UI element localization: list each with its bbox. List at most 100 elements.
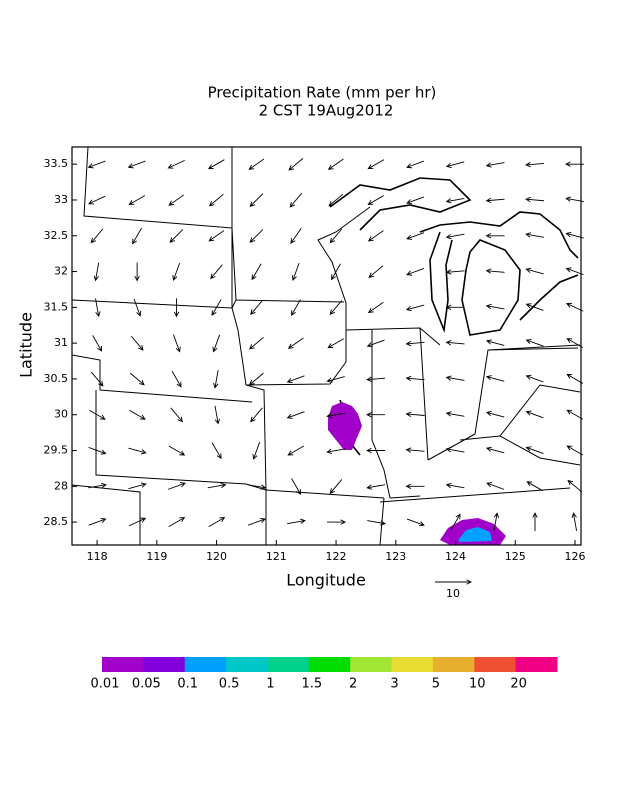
wind-vector <box>525 232 544 238</box>
wind-vector <box>367 520 386 526</box>
x-tick-label: 126 <box>565 550 586 563</box>
wind-vector <box>92 335 103 352</box>
wind-vector <box>211 299 222 316</box>
wind-vector <box>566 373 584 384</box>
wind-vector <box>565 196 584 202</box>
wind-vector <box>129 372 145 386</box>
colorbar-label: 5 <box>432 677 440 692</box>
wind-vector <box>133 298 142 317</box>
wind-vector <box>525 446 544 455</box>
wind-vector <box>329 228 343 244</box>
wind-vector <box>93 262 100 282</box>
wind-vector <box>130 335 144 351</box>
wind-vector <box>290 228 302 244</box>
x-tick-label: 118 <box>87 550 108 563</box>
wind-vector <box>525 267 544 275</box>
y-tick-label: 28.5 <box>44 515 69 528</box>
wind-vector <box>485 233 505 239</box>
reference-vector <box>435 579 472 585</box>
state-borders <box>71 146 581 546</box>
colorbar-label: 1.5 <box>301 677 322 692</box>
precip-area <box>328 402 362 450</box>
wind-vector <box>405 340 425 347</box>
wind-vector <box>169 229 184 243</box>
wind-vector <box>532 512 538 532</box>
wind-vector <box>405 304 425 312</box>
wind-vector <box>286 375 305 384</box>
wind-vector <box>250 300 263 315</box>
wind-vector <box>485 268 505 274</box>
wind-vector <box>134 262 140 282</box>
wind-vector <box>571 512 578 532</box>
wind-vector <box>485 410 505 418</box>
wind-vector <box>329 300 343 315</box>
wind-vector <box>567 479 583 493</box>
wind-vector <box>289 192 303 208</box>
wind-vector <box>214 405 221 425</box>
wind-vector <box>565 302 584 312</box>
x-tick-label: 125 <box>505 550 526 563</box>
wind-vector <box>286 411 305 419</box>
wind-vector <box>327 519 347 525</box>
wind-vector <box>173 334 181 353</box>
wind-vector <box>445 161 465 168</box>
wind-vector <box>445 269 465 275</box>
wind-vector <box>526 481 544 492</box>
wind-vector <box>87 160 106 169</box>
colorbar-label: 3 <box>390 677 398 692</box>
colorbar-label: 20 <box>510 677 527 692</box>
wind-vector <box>210 264 223 280</box>
wind-vector <box>367 301 384 314</box>
wind-vector <box>331 263 341 281</box>
wind-vector <box>95 298 101 318</box>
wind-vector <box>127 160 146 169</box>
wind-vector <box>525 410 544 419</box>
wind-vector <box>90 371 104 387</box>
wind-vector <box>88 447 107 455</box>
wind-vector <box>327 158 344 170</box>
wind-vector <box>405 411 425 417</box>
colorbar-swatch <box>391 657 434 672</box>
wind-vector <box>565 161 585 167</box>
wind-vector <box>406 232 425 240</box>
wind-vector <box>405 375 425 382</box>
wind-vector <box>445 447 465 453</box>
colorbar-label: 2 <box>349 677 357 692</box>
wind-vector <box>445 375 465 381</box>
colorbar-label: 0.1 <box>177 677 198 692</box>
wind-vector <box>329 479 343 494</box>
colorbar-label: 10 <box>469 677 486 692</box>
wind-vector <box>485 446 505 454</box>
plot-frame <box>71 146 582 546</box>
wind-vector <box>251 263 262 281</box>
wind-vector <box>406 268 425 276</box>
x-tick-label: 123 <box>385 550 406 563</box>
wind-vector <box>287 518 306 525</box>
y-tick-label: 31.5 <box>44 300 69 313</box>
wind-vector <box>405 483 425 489</box>
y-tick-label: 29.5 <box>44 444 69 457</box>
wind-vector <box>565 231 584 239</box>
colorbar-swatch <box>432 657 475 672</box>
colorbar-swatch <box>102 657 144 672</box>
wind-vector <box>167 482 186 490</box>
wind-vector <box>288 158 304 171</box>
colorbar-swatch <box>308 657 351 672</box>
colorbar-label: 0.05 <box>132 677 161 692</box>
wind-vector <box>445 304 465 311</box>
wind-vector <box>128 482 147 490</box>
wind-vector <box>287 445 305 456</box>
chart-title: Precipitation Rate (mm per hr) <box>208 84 437 102</box>
wind-vector <box>367 230 384 242</box>
wind-vector <box>287 337 304 349</box>
wind-vector <box>366 376 386 383</box>
wind-vector <box>171 370 182 388</box>
colorbar-label: 0.5 <box>219 677 240 692</box>
wind-vector <box>212 334 221 353</box>
wind-vector <box>406 196 425 205</box>
wind-vector <box>128 195 146 205</box>
wind-vector <box>328 193 344 207</box>
wind-vector <box>167 159 185 169</box>
wind-vector <box>326 448 346 454</box>
wind-vector <box>366 484 386 490</box>
